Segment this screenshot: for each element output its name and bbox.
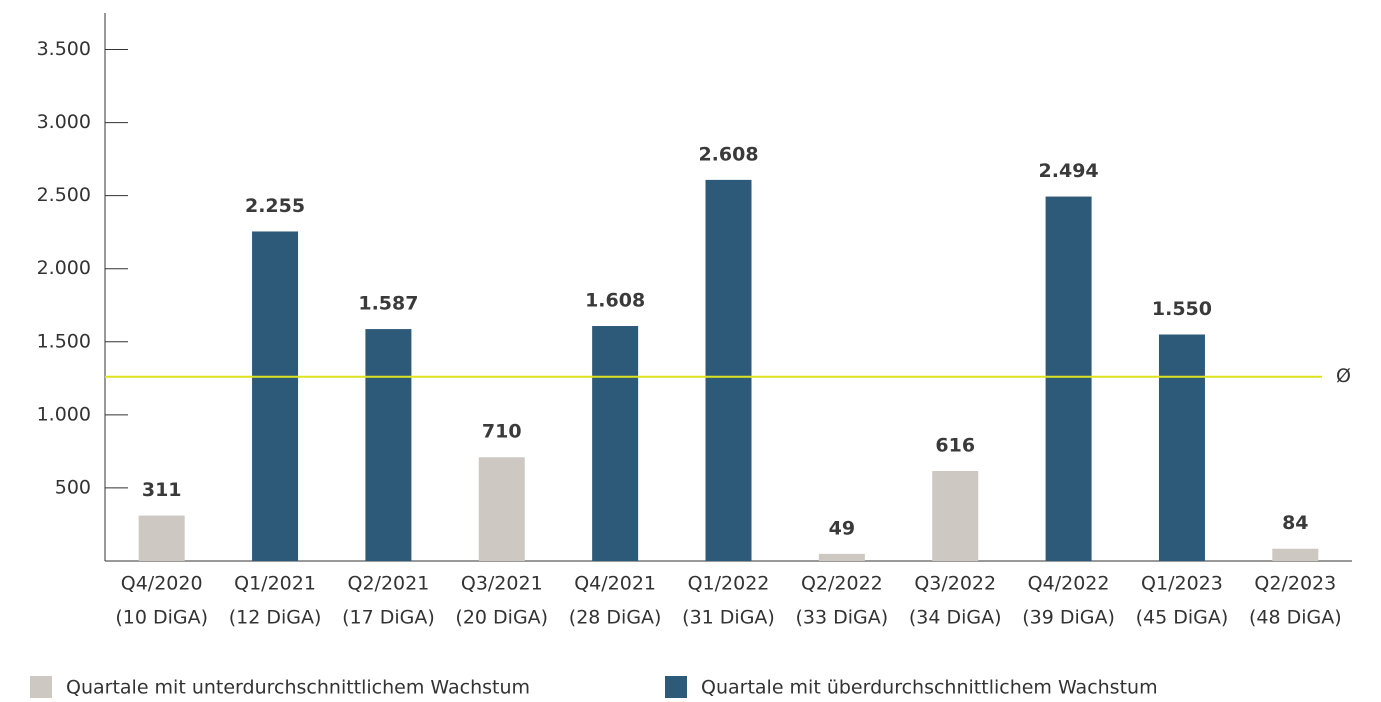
y-tick-label: 3.000 xyxy=(37,111,91,133)
value-label: 2.494 xyxy=(1039,160,1099,182)
value-label: 2.608 xyxy=(698,143,758,165)
x-tick-label: (39 DiGA) xyxy=(1022,607,1115,629)
x-tick-label: Q4/2020 xyxy=(121,573,203,595)
x-tick-label: Q1/2023 xyxy=(1141,573,1223,595)
x-tick-label: (10 DiGA) xyxy=(115,607,208,629)
bar xyxy=(818,553,865,561)
y-tick-label: 1.000 xyxy=(37,403,91,425)
x-tick-label: Q2/2023 xyxy=(1254,573,1336,595)
bar xyxy=(1158,334,1205,561)
value-label: 1.608 xyxy=(585,290,645,312)
bar xyxy=(932,470,979,561)
y-tick-label: 2.000 xyxy=(37,257,91,279)
bar xyxy=(138,515,185,561)
bar xyxy=(592,326,639,561)
bar xyxy=(252,231,299,561)
y-tick-label: 2.500 xyxy=(37,184,91,206)
y-tick-label: 500 xyxy=(55,476,91,498)
bar xyxy=(478,457,525,561)
x-tick-label: Q3/2022 xyxy=(914,573,996,595)
x-tick-label: Q1/2022 xyxy=(688,573,770,595)
value-label: 710 xyxy=(482,421,522,443)
x-tick-label: (12 DiGA) xyxy=(229,607,322,629)
x-tick-label: Q3/2021 xyxy=(461,573,543,595)
value-label: 616 xyxy=(935,434,975,456)
legend-label: Quartale mit überdurchschnittlichem Wach… xyxy=(701,677,1158,699)
x-tick-label: Q4/2022 xyxy=(1028,573,1110,595)
value-label: 1.587 xyxy=(358,293,418,315)
x-tick-label: (17 DiGA) xyxy=(342,607,435,629)
bar xyxy=(1272,548,1319,561)
value-label: 311 xyxy=(142,479,182,501)
x-tick-label: (34 DiGA) xyxy=(909,607,1002,629)
bar xyxy=(365,329,412,561)
value-label: 49 xyxy=(829,517,855,539)
value-label: 1.550 xyxy=(1152,298,1212,320)
x-tick-label: (45 DiGA) xyxy=(1136,607,1229,629)
value-label: 84 xyxy=(1282,512,1308,534)
y-tick-label: 3.500 xyxy=(37,38,91,60)
value-label: 2.255 xyxy=(245,195,305,217)
legend-swatch xyxy=(30,676,52,698)
y-tick-label: 1.500 xyxy=(37,330,91,352)
x-tick-label: (48 DiGA) xyxy=(1249,607,1342,629)
x-tick-label: Q2/2022 xyxy=(801,573,883,595)
x-tick-label: (20 DiGA) xyxy=(455,607,548,629)
x-tick-label: (31 DiGA) xyxy=(682,607,775,629)
average-label: Ø xyxy=(1336,365,1351,387)
x-tick-label: (33 DiGA) xyxy=(796,607,889,629)
x-tick-label: (28 DiGA) xyxy=(569,607,662,629)
x-tick-label: Q1/2021 xyxy=(234,573,316,595)
legend-swatch xyxy=(665,676,687,698)
legend-label: Quartale mit unterdurchschnittlichem Wac… xyxy=(66,677,530,699)
bar xyxy=(705,179,752,561)
x-tick-label: Q2/2021 xyxy=(348,573,430,595)
x-tick-label: Q4/2021 xyxy=(574,573,656,595)
bar xyxy=(1045,196,1092,562)
